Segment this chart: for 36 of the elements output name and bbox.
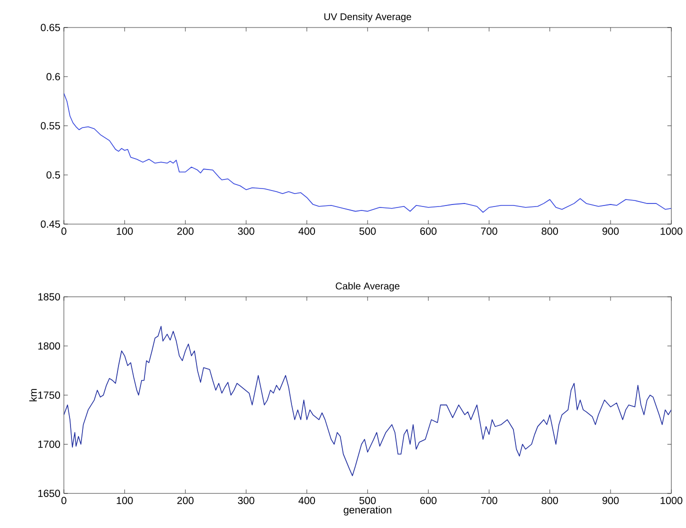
- x-tick-label: 0: [61, 496, 66, 504]
- x-axis-title: generation: [344, 506, 392, 516]
- x-tick-label: 700: [481, 496, 498, 504]
- y-tick-label: 1800: [38, 342, 60, 350]
- y-tick-label: 1750: [38, 392, 60, 399]
- x-tick-label: 700: [481, 228, 498, 235]
- x-tick-label: 200: [177, 228, 194, 235]
- y-tick-label: 1850: [38, 293, 60, 301]
- x-tick-label: 500: [359, 496, 376, 504]
- y-tick-label: 1700: [38, 440, 60, 448]
- x-tick-label: 300: [238, 496, 254, 504]
- x-tick-label: 400: [298, 496, 316, 504]
- y-tick-label: 0.55: [40, 122, 60, 130]
- x-tick-label: 800: [542, 496, 558, 504]
- x-tick-label: 100: [116, 228, 133, 235]
- x-tick-label: 900: [602, 496, 619, 504]
- x-tick-label: 1000: [660, 496, 682, 504]
- y-tick-label: 1650: [38, 490, 60, 498]
- x-tick-label: 100: [116, 496, 133, 504]
- y-axis-title: km: [29, 389, 37, 402]
- y-tick-label: 0.5: [46, 171, 60, 179]
- x-tick-label: 500: [359, 228, 376, 235]
- x-tick-label: 800: [542, 228, 558, 235]
- x-tick-label: 600: [420, 496, 437, 504]
- x-tick-label: 200: [177, 496, 194, 504]
- x-tick-label: 900: [602, 228, 619, 235]
- y-tick-label: 0.45: [40, 220, 60, 228]
- chart-title: UV Density Average: [324, 13, 412, 22]
- x-tick-label: 300: [238, 228, 254, 235]
- chart-title: Cable Average: [336, 282, 400, 292]
- x-tick-label: 1000: [660, 228, 682, 235]
- x-tick-label: 400: [298, 228, 316, 235]
- y-tick-label: 0.6: [46, 73, 60, 80]
- y-tick-label: 0.65: [40, 24, 60, 32]
- x-tick-label: 600: [420, 228, 437, 235]
- x-tick-label: 0: [61, 228, 66, 235]
